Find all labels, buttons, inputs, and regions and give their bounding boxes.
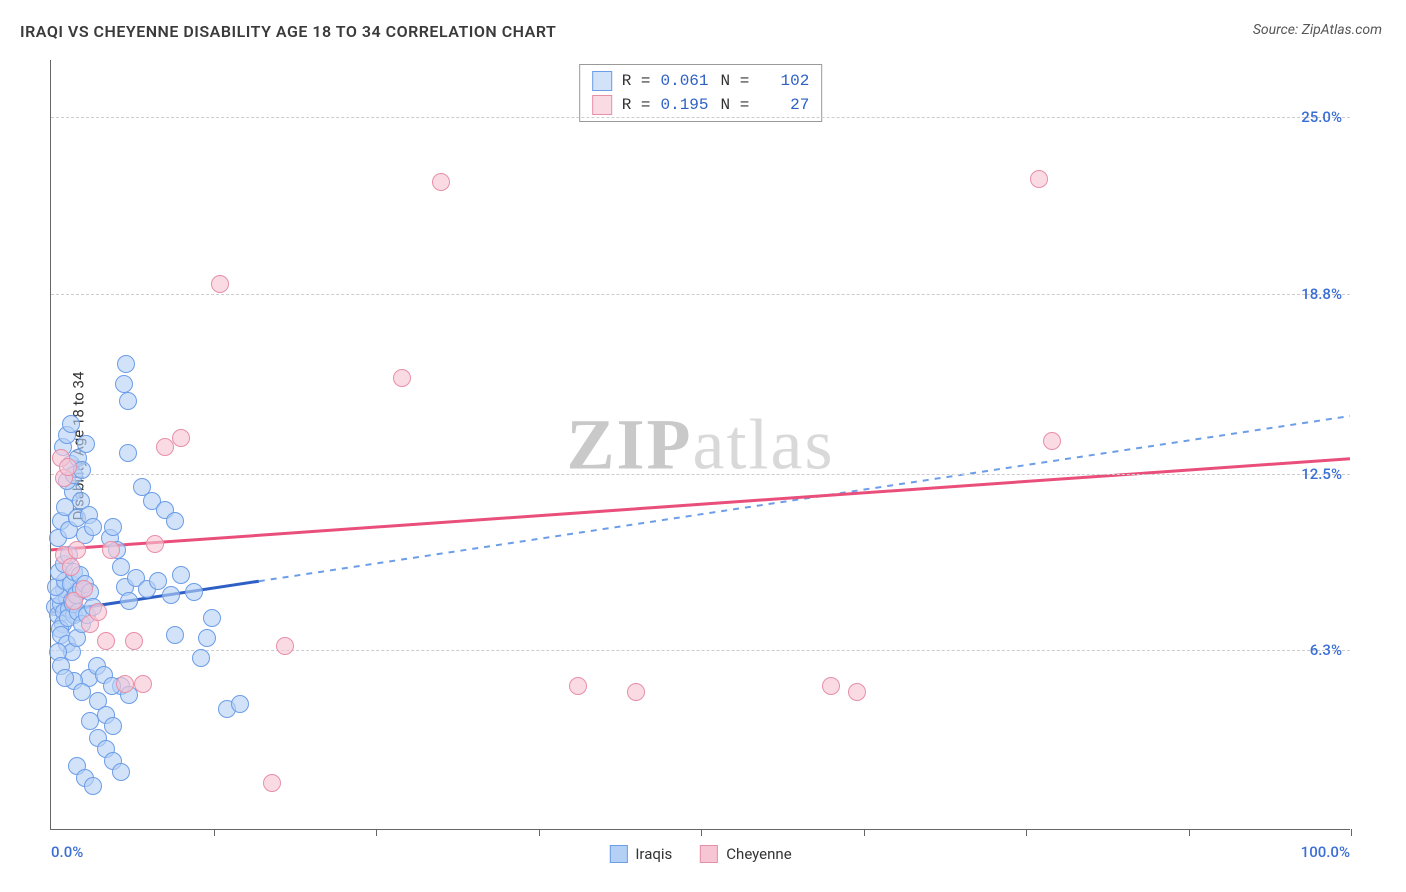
scatter-point <box>203 609 221 627</box>
scatter-point <box>1030 170 1048 188</box>
scatter-point <box>81 712 99 730</box>
chart-title: IRAQI VS CHEYENNE DISABILITY AGE 18 TO 3… <box>20 22 556 41</box>
source-attribution: Source: ZipAtlas.com <box>1253 22 1382 38</box>
scatter-point <box>59 458 77 476</box>
scatter-point <box>119 392 137 410</box>
scatter-point <box>166 626 184 644</box>
legend-swatch <box>700 845 718 863</box>
scatter-point <box>1043 432 1061 450</box>
scatter-point <box>822 677 840 695</box>
scatter-point <box>84 777 102 795</box>
x-tick <box>376 829 377 836</box>
scatter-point <box>149 572 167 590</box>
x-tick <box>539 829 540 836</box>
gridline <box>51 474 1350 475</box>
legend-label: Cheyenne <box>726 845 791 863</box>
scatter-point <box>75 580 93 598</box>
x-tick <box>864 829 865 836</box>
scatter-point <box>104 518 122 536</box>
scatter-point <box>119 444 137 462</box>
x-tick <box>701 829 702 836</box>
x-tick <box>214 829 215 836</box>
x-tick <box>1026 829 1027 836</box>
scatter-point <box>115 375 133 393</box>
gridline <box>51 650 1350 651</box>
scatter-point <box>627 683 645 701</box>
y-tick-label: 18.8% <box>1301 285 1342 303</box>
scatter-point <box>848 683 866 701</box>
scatter-point <box>172 429 190 447</box>
scatter-point <box>166 512 184 530</box>
scatter-point <box>68 541 86 559</box>
y-tick-label: 25.0% <box>1301 108 1342 126</box>
legend-label: Iraqis <box>635 845 672 863</box>
scatter-point <box>146 535 164 553</box>
scatter-point <box>84 518 102 536</box>
legend-item: Cheyenne <box>700 845 791 863</box>
scatter-point <box>231 695 249 713</box>
stats-legend-box: R =0.061N =102R =0.195N =27 <box>579 64 823 122</box>
scatter-point <box>77 435 95 453</box>
stats-row: R =0.195N =27 <box>592 93 810 117</box>
scatter-point <box>162 586 180 604</box>
scatter-point <box>62 558 80 576</box>
scatter-point <box>102 541 120 559</box>
scatter-point <box>185 583 203 601</box>
scatter-point <box>104 717 122 735</box>
series-swatch <box>592 71 612 91</box>
scatter-point <box>62 415 80 433</box>
y-tick-label: 6.3% <box>1310 641 1342 659</box>
scatter-point <box>116 675 134 693</box>
scatter-point <box>125 632 143 650</box>
scatter-point <box>134 675 152 693</box>
y-tick-label: 12.5% <box>1301 465 1342 483</box>
scatter-point <box>276 637 294 655</box>
x-tick <box>1351 829 1352 836</box>
scatter-point <box>89 603 107 621</box>
scatter-point <box>393 369 411 387</box>
legend-item: Iraqis <box>609 845 672 863</box>
scatter-point <box>120 592 138 610</box>
scatter-plot: ZIPatlas R =0.061N =102R =0.195N =27 0.0… <box>50 60 1350 830</box>
stats-row: R =0.061N =102 <box>592 69 810 93</box>
trend-lines <box>51 60 1350 829</box>
scatter-point <box>211 275 229 293</box>
series-legend: Iraqis Cheyenne <box>609 845 791 863</box>
scatter-point <box>569 677 587 695</box>
x-axis-max-label: 100.0% <box>1301 843 1350 861</box>
scatter-point <box>117 355 135 373</box>
gridline <box>51 294 1350 295</box>
scatter-point <box>192 649 210 667</box>
scatter-point <box>263 774 281 792</box>
x-axis-min-label: 0.0% <box>51 843 83 861</box>
scatter-point <box>172 566 190 584</box>
gridline <box>51 117 1350 118</box>
scatter-point <box>73 683 91 701</box>
scatter-point <box>97 632 115 650</box>
scatter-point <box>198 629 216 647</box>
scatter-point <box>112 763 130 781</box>
legend-swatch <box>609 845 627 863</box>
scatter-point <box>432 173 450 191</box>
scatter-point <box>56 669 74 687</box>
x-tick <box>1189 829 1190 836</box>
series-swatch <box>592 95 612 115</box>
